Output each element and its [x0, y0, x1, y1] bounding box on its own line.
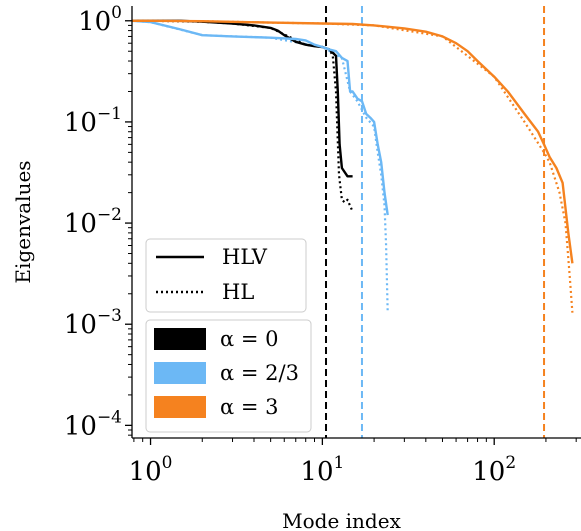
legend-layer: HLV HL α = 0 α = 2/3 α = 3 [145, 238, 312, 433]
x-tick-label-2: 102 [472, 453, 516, 487]
y-tick-label-3: 10−3 [64, 306, 122, 340]
series-line-1 [132, 19, 354, 212]
series-line-4 [132, 19, 574, 264]
y-tick-label-0-base: 10 [78, 7, 111, 37]
y-tick-label-1-base: 10 [64, 108, 97, 138]
y-tick-label-2-exp: −2 [97, 205, 122, 225]
x-tick-label-0-exp: 0 [162, 453, 173, 473]
y-tick-label-3-base: 10 [64, 310, 97, 340]
x-tick-label-0-base: 10 [129, 457, 162, 487]
legend-color-label-1: α = 2/3 [220, 361, 299, 385]
plot-layer [132, 6, 574, 438]
legend-style-label-0: HLV [222, 245, 268, 269]
series-line-3 [132, 19, 389, 313]
x-tick-label-0: 100 [129, 453, 173, 487]
legend-color-swatch-2 [154, 396, 206, 418]
series-line-2 [132, 19, 389, 216]
plot-area [132, 6, 574, 438]
y-tick-label-4-exp: −4 [97, 407, 122, 427]
y-tick-label-1: 10−1 [64, 104, 122, 138]
y-tick-label-3-exp: −3 [97, 306, 122, 326]
legend-color-swatch-0 [154, 328, 206, 350]
y-tick-label-0-exp: 0 [111, 3, 122, 23]
x-tick-label-1: 101 [300, 453, 344, 487]
x-tick-label-1-base: 10 [300, 457, 333, 487]
y-tick-label-2: 10−2 [64, 205, 122, 239]
x-axis-label: Mode index [282, 509, 401, 531]
y-tick-label-2-base: 10 [64, 209, 97, 239]
y-tick-label-1-exp: −1 [97, 104, 122, 124]
y-tick-label-4-base: 10 [64, 411, 97, 441]
x-tick-label-1-exp: 1 [334, 453, 345, 473]
x-tick-label-2-exp: 2 [505, 453, 516, 473]
series-line-0 [132, 19, 353, 178]
legend-style-label-1: HL [222, 280, 254, 304]
legend-color-swatch-1 [154, 362, 206, 384]
legend-color-label-0: α = 0 [220, 327, 279, 351]
y-tick-label-4: 10−4 [64, 407, 122, 441]
x-tick-label-2-base: 10 [472, 457, 505, 487]
legend-color-label-2: α = 3 [220, 395, 279, 419]
y-tick-label-0: 100 [78, 3, 122, 37]
y-axis-label: Eigenvalues [11, 160, 35, 283]
